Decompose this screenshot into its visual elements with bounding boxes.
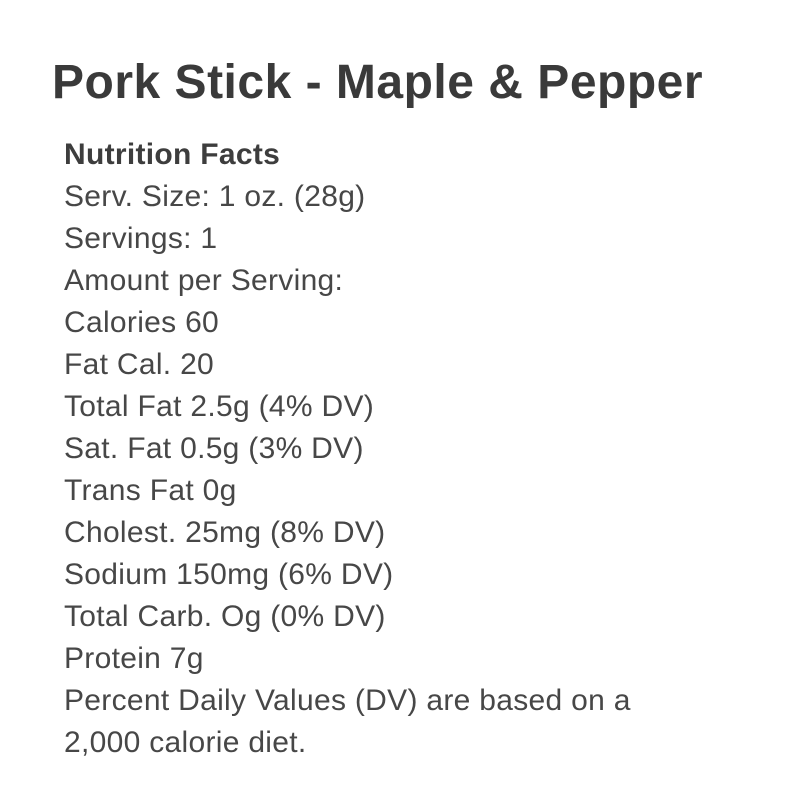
nutrition-line-amount-per-serving: Amount per Serving: — [64, 263, 344, 297]
nutrition-line-trans-fat: Trans Fat 0g — [64, 473, 237, 507]
nutrition-facts-block: Nutrition Facts Serv. Size: 1 oz. (28g) … — [64, 134, 748, 764]
nutrition-line-servings: Servings: 1 — [64, 221, 218, 255]
nutrition-facts-heading: Nutrition Facts — [64, 137, 281, 171]
nutrition-line-sodium: Sodium 150mg (6% DV) — [64, 557, 394, 591]
nutrition-line-protein: Protein 7g — [64, 641, 204, 675]
nutrition-line-total-carb: Total Carb. Og (0% DV) — [64, 599, 386, 633]
daily-values-footnote: Percent Daily Values (DV) are based on a… — [64, 683, 631, 759]
nutrition-line-fat-calories: Fat Cal. 20 — [64, 347, 215, 381]
nutrition-line-total-fat: Total Fat 2.5g (4% DV) — [64, 389, 375, 423]
product-title: Pork Stick - Maple & Pepper — [52, 56, 704, 109]
nutrition-line-calories: Calories 60 — [64, 305, 220, 339]
nutrition-line-serving-size: Serv. Size: 1 oz. (28g) — [64, 179, 366, 213]
nutrition-line-cholesterol: Cholest. 25mg (8% DV) — [64, 515, 386, 549]
nutrition-line-saturated-fat: Sat. Fat 0.5g (3% DV) — [64, 431, 364, 465]
